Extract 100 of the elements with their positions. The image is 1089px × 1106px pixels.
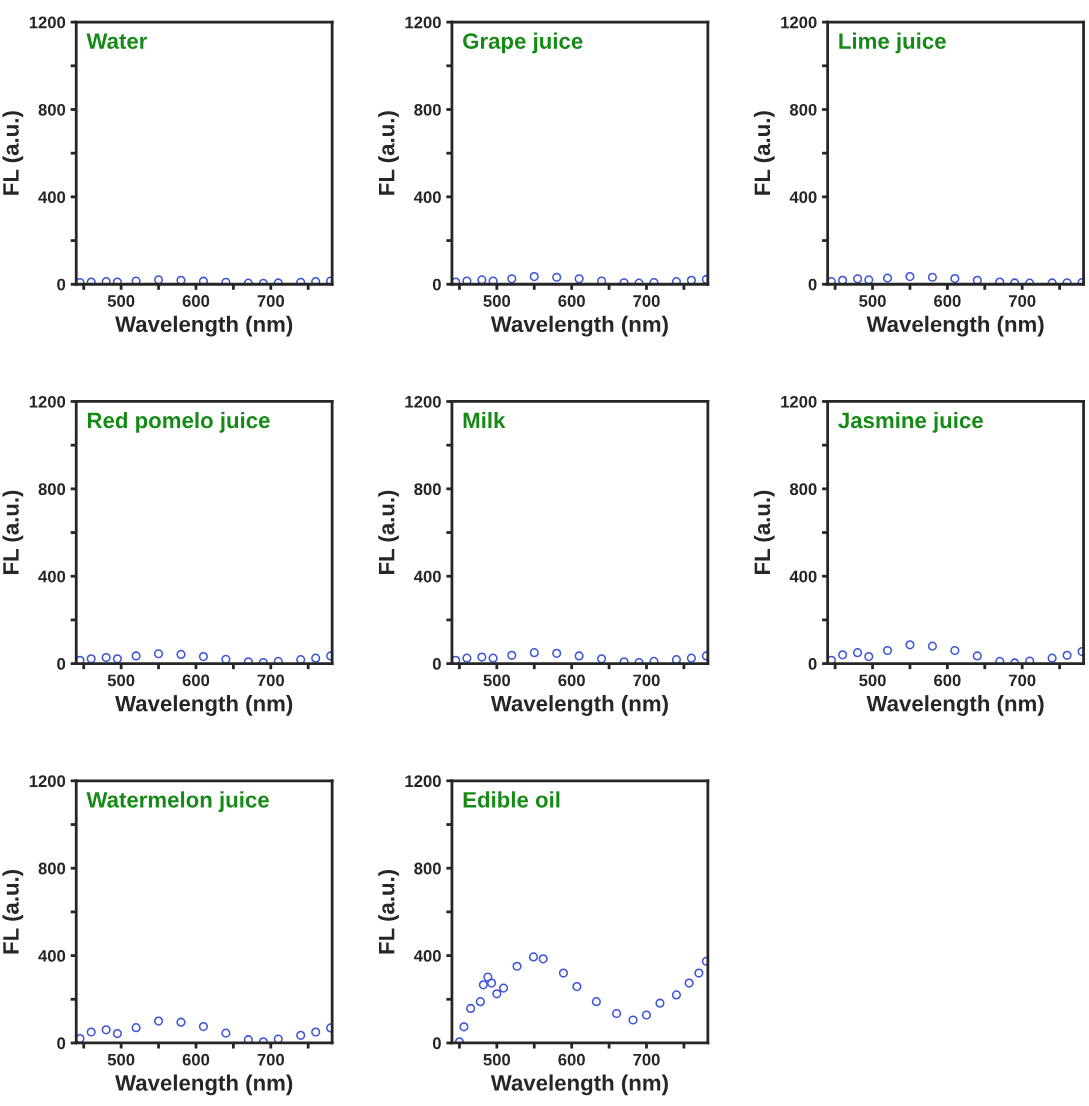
x-tick-label: 700 xyxy=(633,674,660,687)
y-tick-label: 800 xyxy=(38,862,66,875)
y-axis-title: FL (a.u.) xyxy=(753,490,775,575)
y-tick-label: 400 xyxy=(413,570,441,583)
y-tick-label: 0 xyxy=(432,1037,441,1050)
x-tick-label: 600 xyxy=(934,674,961,687)
y-axis-title: FL (a.u.) xyxy=(2,869,24,954)
y-tick-label: 800 xyxy=(38,483,66,496)
y-tick-label: 1200 xyxy=(405,395,441,408)
y-tick-label: 0 xyxy=(432,658,441,670)
x-tick-label: 500 xyxy=(107,295,135,307)
y-tick-label: 0 xyxy=(808,278,817,291)
x-tick-label: 500 xyxy=(107,674,135,687)
x-tick-label: 700 xyxy=(1009,295,1036,307)
point xyxy=(459,1022,469,1032)
chart-title: Lime juice xyxy=(839,32,946,54)
y-tick-label: 800 xyxy=(789,103,817,116)
point xyxy=(671,990,682,1000)
y-tick-label: 800 xyxy=(38,103,66,116)
x-tick-label: 500 xyxy=(859,674,886,687)
point xyxy=(538,954,548,964)
y-tick-label: 400 xyxy=(38,191,66,204)
x-tick-label: 600 xyxy=(934,295,961,307)
y-axis-title: FL (a.u.) xyxy=(753,111,775,195)
y-tick-label: 1200 xyxy=(781,395,817,408)
x-axis-title: Wavelength (nm) xyxy=(866,695,1044,716)
x-tick-label: 700 xyxy=(633,295,660,307)
x-tick-label: 700 xyxy=(257,295,285,307)
x-tick-label: 700 xyxy=(257,1053,285,1066)
y-tick-label: 1200 xyxy=(405,775,441,788)
x-tick-label: 600 xyxy=(182,674,210,687)
y-tick-label: 400 xyxy=(413,949,441,962)
x-tick-label: 700 xyxy=(633,1053,660,1066)
y-tick-label: 1200 xyxy=(405,16,441,29)
chart-title: Edible oil xyxy=(463,791,560,808)
x-tick-label: 500 xyxy=(107,1053,135,1066)
x-axis-title: Wavelength (nm) xyxy=(490,315,668,337)
point xyxy=(641,1010,652,1020)
x-tick-label: 500 xyxy=(483,674,511,687)
y-tick-label: 400 xyxy=(789,570,817,583)
chart-title: Milk xyxy=(463,411,506,429)
chart-title: Watermelon juice xyxy=(86,791,269,813)
x-axis-title: Wavelength (nm) xyxy=(115,695,293,716)
point xyxy=(694,968,704,978)
y-tick-label: 400 xyxy=(413,191,441,204)
point xyxy=(478,980,488,990)
y-tick-label: 0 xyxy=(432,278,441,291)
x-axis-title: Wavelength (nm) xyxy=(866,315,1044,337)
chart-title: Grape juice xyxy=(463,32,583,54)
chart-title: Jasmine juice xyxy=(838,411,983,433)
x-tick-label: 600 xyxy=(182,1053,210,1066)
y-axis-title: FL (a.u.) xyxy=(378,869,399,954)
chart-title: Water xyxy=(86,33,148,49)
point xyxy=(492,989,502,999)
x-tick-label: 700 xyxy=(257,674,285,687)
point xyxy=(558,968,569,978)
x-tick-label: 500 xyxy=(859,295,886,307)
y-tick-label: 0 xyxy=(57,1037,66,1050)
x-axis-title: Wavelength (nm) xyxy=(115,1074,293,1096)
x-tick-label: 600 xyxy=(558,674,585,687)
x-axis-title: Wavelength (nm) xyxy=(490,1074,668,1096)
point xyxy=(512,961,522,971)
y-tick-label: 1200 xyxy=(29,775,66,788)
point xyxy=(591,997,601,1007)
point xyxy=(487,978,497,988)
x-tick-label: 700 xyxy=(1009,674,1036,687)
point xyxy=(466,1003,476,1014)
y-axis-title: FL (a.u.) xyxy=(378,490,399,575)
point xyxy=(483,972,493,982)
point xyxy=(475,997,485,1007)
y-tick-label: 0 xyxy=(57,278,66,291)
y-tick-label: 400 xyxy=(38,570,66,583)
x-tick-label: 600 xyxy=(558,1053,585,1066)
y-tick-label: 1200 xyxy=(781,16,817,29)
y-tick-label: 800 xyxy=(414,103,441,116)
point xyxy=(572,982,582,992)
point xyxy=(655,998,665,1008)
x-tick-label: 500 xyxy=(483,295,511,307)
x-tick-label: 600 xyxy=(558,295,585,307)
x-axis-title: Wavelength (nm) xyxy=(115,315,293,337)
y-tick-label: 800 xyxy=(789,483,817,496)
y-tick-label: 800 xyxy=(414,483,441,496)
y-tick-label: 1200 xyxy=(29,395,66,408)
y-axis-title: FL (a.u.) xyxy=(2,490,24,575)
y-tick-label: 800 xyxy=(414,862,441,875)
y-tick-label: 0 xyxy=(57,658,66,670)
x-tick-label: 600 xyxy=(182,295,210,307)
y-tick-label: 0 xyxy=(808,658,817,670)
y-tick-label: 1200 xyxy=(29,16,66,29)
chart-title: Red pomelo juice xyxy=(87,411,270,433)
point xyxy=(528,952,539,962)
y-axis-title: FL (a.u.) xyxy=(378,111,399,195)
point xyxy=(628,1015,638,1025)
point xyxy=(498,983,509,993)
point xyxy=(611,1008,622,1019)
x-tick-label: 500 xyxy=(483,1053,511,1066)
x-axis-title: Wavelength (nm) xyxy=(490,695,668,716)
y-tick-label: 400 xyxy=(38,949,66,962)
point xyxy=(684,978,694,988)
y-axis-title: FL (a.u.) xyxy=(2,111,24,195)
